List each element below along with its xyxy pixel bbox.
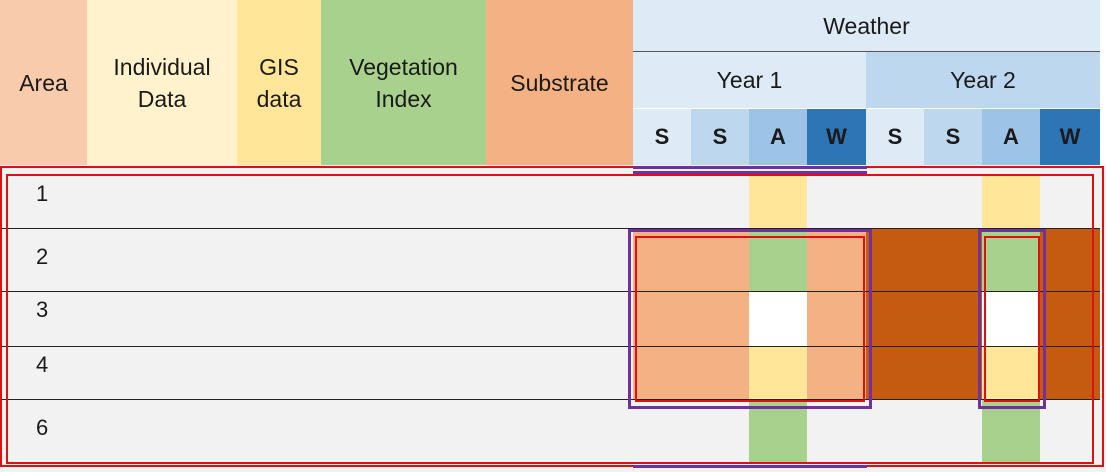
row-separator <box>0 228 1100 229</box>
row-separator <box>0 291 1100 292</box>
year-2-a-row-3-cell <box>982 292 1040 346</box>
season-cell: W <box>1040 109 1100 165</box>
substrate-header: Substrate <box>486 0 633 165</box>
row-separator <box>633 346 1100 347</box>
year-2-a-row-6-cell <box>982 400 1040 462</box>
season-cell: A <box>982 109 1040 165</box>
year-1-a-row-4-cell <box>749 347 807 399</box>
individual-data-header: Individual Data <box>87 0 237 165</box>
year-2-header: Year 2 <box>866 52 1100 108</box>
year-2-a-row-2-cell <box>982 229 1040 291</box>
season-cell: W <box>807 109 866 165</box>
year-divider-line <box>633 108 1100 109</box>
season-cell: S <box>691 109 749 165</box>
weather-header: Weather <box>633 0 1100 52</box>
gis-data-header-label: GIS data <box>256 53 302 112</box>
area-label-row-4: 4 <box>36 352 49 377</box>
year-2-a-row-1-cell <box>982 175 1040 228</box>
year-1-header: Year 1 <box>633 52 866 108</box>
season-cell: A <box>749 109 807 165</box>
row-separator <box>633 291 1100 292</box>
year-2-label: Year 2 <box>950 67 1016 93</box>
vegetation-index-header-label: Vegetation Index <box>349 53 458 112</box>
season-cell: S <box>866 109 924 165</box>
substrate-header-label: Substrate <box>510 69 609 96</box>
area-label-row-3: 3 <box>36 297 49 322</box>
weather-title: Weather <box>823 12 910 39</box>
season-cell: S <box>633 109 691 165</box>
year-1-a-row-2-cell <box>749 229 807 291</box>
season-cell: S <box>924 109 982 165</box>
area-label-row-6: 6 <box>36 415 49 440</box>
year-1-label: Year 1 <box>716 67 783 93</box>
vegetation-index-header: Vegetation Index <box>321 0 486 165</box>
area-header: Area <box>0 0 87 165</box>
area-label-row-2: 2 <box>36 244 49 269</box>
year-1-a-row-6-cell <box>749 400 807 462</box>
row-separator <box>0 399 1100 400</box>
gis-data-header: GIS data <box>237 0 321 165</box>
year-2-a-row-4-cell <box>982 347 1040 399</box>
area-label-row-1: 1 <box>36 181 49 206</box>
individual-data-header-label: Individual Data <box>113 53 211 112</box>
year-1-a-row-3-cell <box>749 292 807 346</box>
year-1-a-row-1-cell <box>749 175 807 228</box>
area-header-label: Area <box>19 69 68 96</box>
row-separator <box>0 346 1100 347</box>
